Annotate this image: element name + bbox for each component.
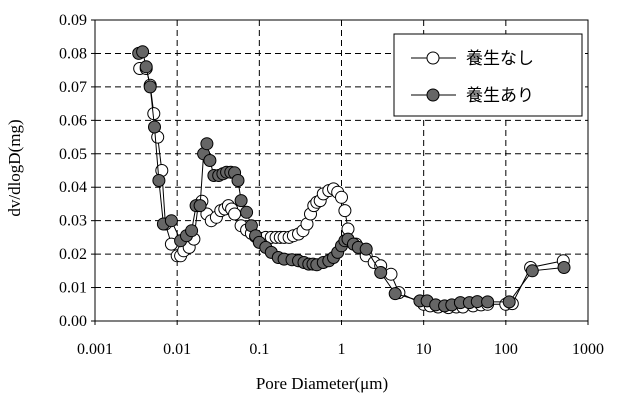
series-2 [132, 45, 571, 313]
data-point [228, 207, 242, 221]
legend-label-mishoyo: 養生なし [466, 49, 534, 68]
data-point [200, 137, 214, 151]
y-tick-label: 0.00 [59, 313, 87, 330]
data-point [502, 295, 516, 309]
data-point [193, 199, 207, 213]
axis-ticks: 0.00 0.01 0.02 0.03 0.04 0.05 0.06 0.07 0.08 0.09… [59, 12, 604, 358]
y-tick-label: 0.07 [59, 79, 87, 96]
legend-box [393, 33, 583, 117]
x-tick-label: 0.001 [77, 341, 113, 358]
y-axis-title: dv/dlogD(mg) [5, 119, 24, 216]
y-tick-label: 0.01 [59, 280, 87, 297]
data-point [148, 120, 161, 134]
data-point [231, 174, 245, 187]
series-layer [132, 45, 571, 315]
x-tick-label: 10 [416, 341, 432, 358]
data-point [164, 214, 178, 228]
data-point [152, 174, 166, 187]
y-tick-label: 0.02 [59, 246, 87, 263]
y-tick-label: 0.04 [59, 179, 87, 196]
legend: 養生なし 養生あり [393, 33, 583, 117]
data-point [525, 264, 539, 278]
data-point [388, 287, 402, 301]
data-point [139, 60, 153, 74]
data-point [374, 266, 388, 279]
data-point [203, 154, 217, 167]
x-axis-title: Pore Diameter(μm) [256, 374, 388, 393]
data-point [335, 190, 348, 204]
y-tick-label: 0.05 [59, 146, 87, 163]
data-point [234, 194, 248, 208]
data-point [185, 224, 199, 238]
legend-marker-shoyo [426, 88, 440, 102]
y-tick-label: 0.03 [59, 213, 87, 230]
legend-label-shoyo: 養生あり [466, 86, 534, 105]
data-point [240, 205, 254, 219]
data-point [136, 45, 150, 59]
x-tick-label: 1 [338, 341, 346, 358]
y-tick-label: 0.09 [59, 12, 87, 29]
x-tick-label: 0.01 [163, 341, 191, 358]
y-tick-label: 0.08 [59, 45, 87, 62]
data-point [338, 204, 352, 218]
data-point [557, 261, 571, 274]
x-tick-label: 100 [494, 341, 518, 358]
x-tick-label: 1000 [572, 341, 604, 358]
y-tick-label: 0.06 [59, 112, 87, 129]
data-point [481, 295, 495, 309]
data-point [359, 242, 373, 256]
x-tick-label: 0.1 [249, 341, 269, 358]
data-point [143, 80, 157, 94]
legend-marker-mishoyo [426, 51, 440, 65]
